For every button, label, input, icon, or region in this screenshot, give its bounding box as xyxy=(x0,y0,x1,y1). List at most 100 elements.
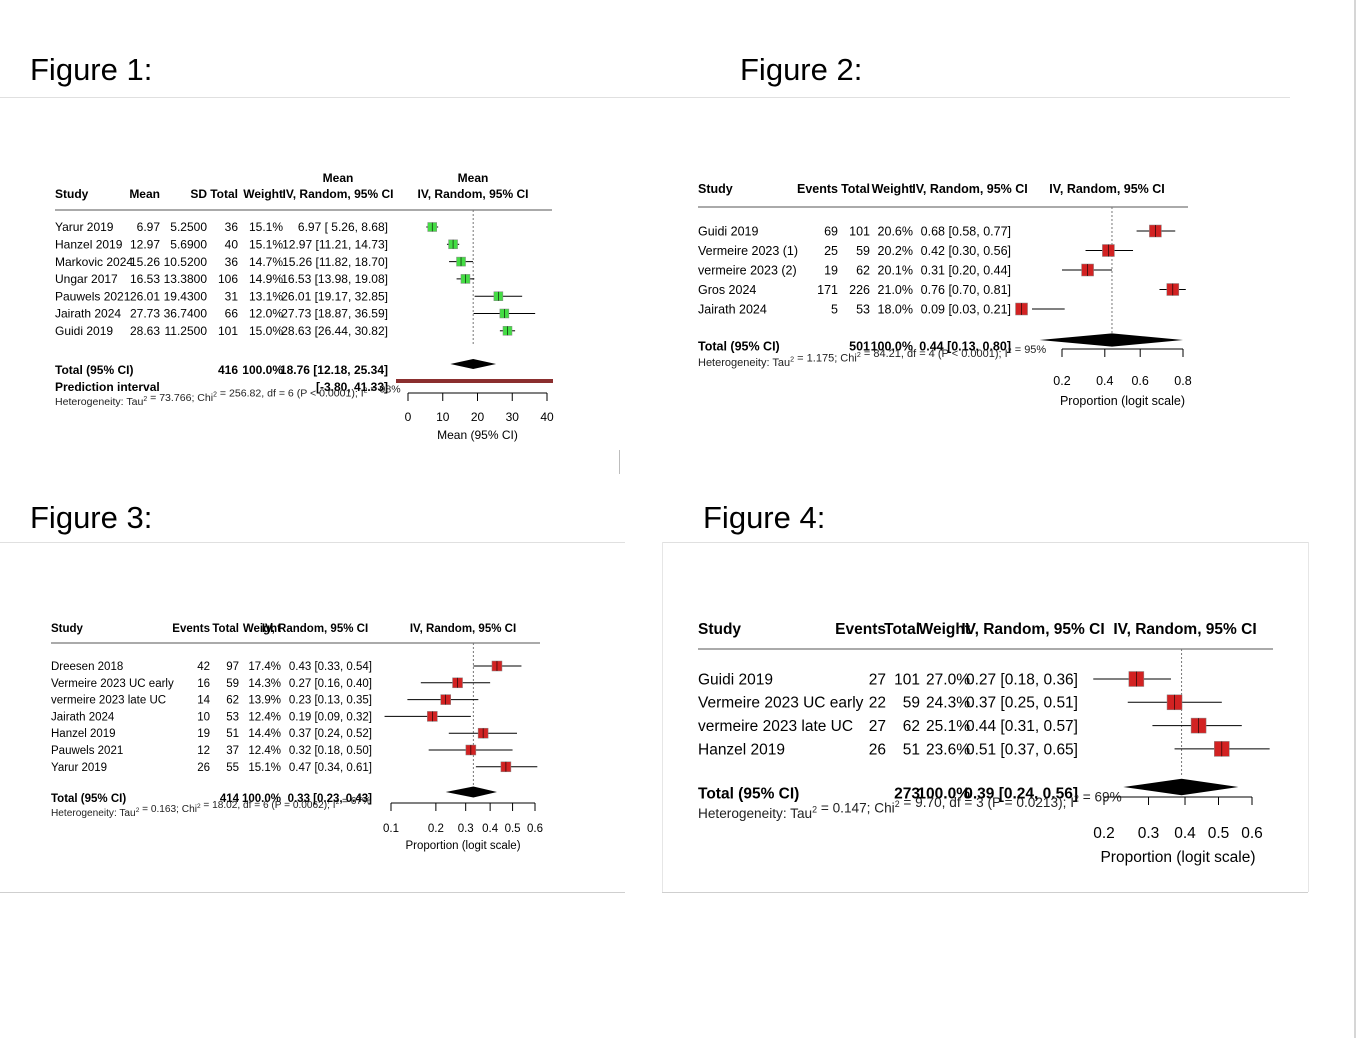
study-name: Vermeire 2023 UC early xyxy=(698,695,864,712)
study-name: Hanzel 2019 xyxy=(55,238,123,252)
total-weight: 100.0% xyxy=(917,785,970,802)
study-cell: 22 xyxy=(869,695,886,712)
column-header: IV, Random, 95% CI xyxy=(262,623,368,635)
study-name: Markovic 2024 xyxy=(55,255,133,269)
study-cell: 36 xyxy=(225,255,239,269)
column-header: IV, Random, 95% CI xyxy=(418,187,529,201)
study-cell: 101 xyxy=(894,671,920,688)
study-cell: 69 xyxy=(824,224,838,238)
study-cell: 12.0% xyxy=(249,307,283,321)
study-cell: 0.19 [0.09, 0.32] xyxy=(289,711,372,723)
study-cell: 21.0% xyxy=(878,283,913,297)
study-name: vermeire 2023 late UC xyxy=(698,718,853,735)
study-cell: 0.42 [0.30, 0.56] xyxy=(921,244,1011,258)
study-cell: 13.1% xyxy=(249,289,283,303)
study-cell: 62 xyxy=(856,263,870,277)
study-cell: 59 xyxy=(856,244,870,258)
study-cell: 0.51 [0.37, 0.65] xyxy=(966,741,1078,758)
column-header: IV, Random, 95% CI xyxy=(283,187,394,201)
study-cell: 31 xyxy=(225,289,239,303)
study-cell: 14.4% xyxy=(248,728,281,740)
study-cell: 62 xyxy=(226,695,239,707)
study-cell: 15.26 [11.82, 18.70] xyxy=(282,255,388,269)
study-cell: 16.53 xyxy=(130,272,160,286)
divider xyxy=(662,542,663,892)
study-cell: 66 xyxy=(225,307,239,321)
study-name: Jairath 2024 xyxy=(51,711,115,723)
study-cell: 20.1% xyxy=(878,263,913,277)
study-cell: 0.31 [0.20, 0.44] xyxy=(921,263,1011,277)
column-header: Total xyxy=(841,182,870,196)
study-cell: 0.27 [0.16, 0.40] xyxy=(289,678,372,690)
x-tick-label: 20 xyxy=(471,410,485,424)
study-cell: 0.43 [0.33, 0.54] xyxy=(289,661,372,673)
total-label: Total (95% CI) xyxy=(51,793,126,805)
study-cell: 15.26 xyxy=(130,255,160,269)
x-tick-label: 0.8 xyxy=(1174,374,1191,388)
study-cell: 26.01 xyxy=(130,289,160,303)
study-cell: 11.2500 xyxy=(165,324,208,338)
study-cell: 14.3% xyxy=(248,678,281,690)
heterogeneity-text: Heterogeneity: Tau2 = 0.147; Chi2 = 9.70… xyxy=(698,790,1122,821)
study-cell: 171 xyxy=(817,283,838,297)
total-ci: 0.39 [0.24, 0.56] xyxy=(964,785,1078,802)
study-cell: 28.63 [26.44, 30.82] xyxy=(281,324,388,338)
pooled-diamond xyxy=(450,359,497,369)
divider xyxy=(1308,542,1309,892)
study-cell: 59 xyxy=(903,695,920,712)
study-name: Gros 2024 xyxy=(698,283,756,297)
study-cell: 26 xyxy=(197,762,210,774)
study-cell: 97 xyxy=(226,661,239,673)
heterogeneity-text: Heterogeneity: Tau2 = 1.175; Chi2 = 84.2… xyxy=(698,344,1046,369)
study-name: Pauwels 2021 xyxy=(51,745,123,757)
figure-3-title: Figure 3: xyxy=(30,500,153,535)
study-cell: 12 xyxy=(197,745,210,757)
study-cell: 0.68 [0.58, 0.77] xyxy=(921,224,1011,238)
column-header: Mean xyxy=(458,171,489,185)
study-cell: 26.01 [19.17, 32.85] xyxy=(281,289,388,303)
study-cell: 0.47 [0.34, 0.61] xyxy=(289,762,372,774)
study-name: Ungar 2017 xyxy=(55,272,118,286)
study-name: vermeire 2023 late UC xyxy=(51,695,166,707)
x-tick-label: 0.4 xyxy=(482,823,499,835)
column-header: Events xyxy=(797,182,838,196)
prediction-label: Prediction interval xyxy=(55,380,160,394)
x-tick-label: 0.1 xyxy=(383,823,399,835)
column-header: Weight xyxy=(919,621,970,638)
x-tick-label: 0.2 xyxy=(1093,825,1115,842)
study-name: Guidi 2019 xyxy=(55,324,113,338)
study-name: Hanzel 2019 xyxy=(698,741,785,758)
study-name: Guidi 2019 xyxy=(698,224,759,238)
column-header: Study xyxy=(698,182,733,196)
study-cell: 16 xyxy=(197,678,210,690)
study-cell: 36 xyxy=(225,220,239,234)
column-header: Mean xyxy=(129,187,160,201)
study-cell: 51 xyxy=(226,728,239,740)
study-cell: 12.97 xyxy=(130,238,160,252)
study-cell: 27.73 [18.87, 36.59] xyxy=(281,307,388,321)
study-name: Jairath 2024 xyxy=(55,307,121,321)
column-header: IV, Random, 95% CI xyxy=(912,182,1028,196)
x-tick-label: 0.2 xyxy=(1053,374,1070,388)
x-tick-label: 0 xyxy=(405,410,412,424)
x-tick-label: 0.5 xyxy=(1208,825,1230,842)
column-header: Mean xyxy=(323,171,354,185)
study-cell: 0.44 [0.31, 0.57] xyxy=(966,718,1078,735)
study-name: Dreesen 2018 xyxy=(51,661,123,673)
study-cell: 0.32 [0.18, 0.50] xyxy=(289,745,372,757)
study-cell: 26 xyxy=(869,741,886,758)
x-tick-label: 0.6 xyxy=(527,823,543,835)
heterogeneity-text: Heterogeneity: Tau2 = 73.766; Chi2 = 256… xyxy=(55,383,401,408)
column-header: Total xyxy=(884,621,920,638)
study-cell: 59 xyxy=(226,678,239,690)
column-header: SD xyxy=(190,187,207,201)
study-cell: 0.09 [0.03, 0.21] xyxy=(921,302,1011,316)
study-cell: 62 xyxy=(903,718,920,735)
study-cell: 226 xyxy=(849,283,870,297)
total-ci: 0.44 [0.13, 0.80] xyxy=(919,339,1011,353)
study-cell: 101 xyxy=(849,224,870,238)
study-cell: 25 xyxy=(824,244,838,258)
study-cell: 101 xyxy=(218,324,238,338)
x-tick-label: 0.3 xyxy=(1138,825,1160,842)
study-cell: 16.53 [13.98, 19.08] xyxy=(281,272,388,286)
